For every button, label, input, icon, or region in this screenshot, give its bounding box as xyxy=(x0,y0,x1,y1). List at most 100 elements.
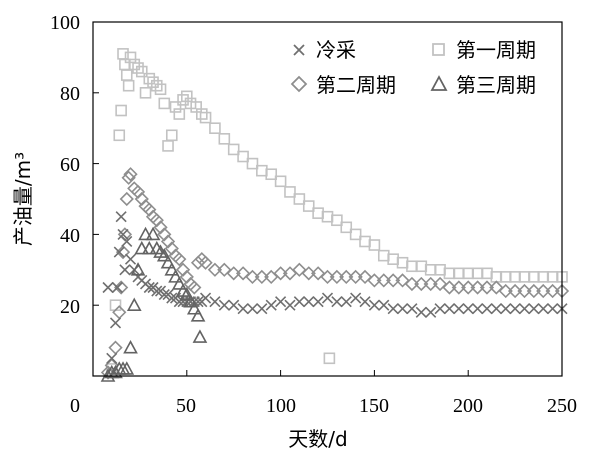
data-point-square xyxy=(147,76,159,88)
x-tick-label: 100 xyxy=(266,395,296,417)
data-point-square xyxy=(115,104,127,117)
data-point-square xyxy=(443,267,456,280)
data-point-square xyxy=(284,186,296,198)
data-point-diamond xyxy=(451,280,466,295)
data-point-diamond xyxy=(545,283,560,299)
x-tick-label: 250 xyxy=(547,395,577,417)
data-point-x-cross xyxy=(472,303,484,315)
data-point-square xyxy=(274,175,287,188)
data-point-square xyxy=(265,168,278,181)
data-point-x-cross xyxy=(275,296,287,308)
data-point-square xyxy=(169,101,182,113)
data-point-diamond xyxy=(329,269,345,285)
data-point-square xyxy=(199,111,212,124)
data-point-x-cross xyxy=(303,296,315,308)
data-point-x-cross xyxy=(246,303,259,315)
data-point-triangle xyxy=(192,329,208,343)
data-point-x-cross xyxy=(124,253,137,265)
data-point-x-cross xyxy=(143,281,155,294)
y-tick-label: 80 xyxy=(60,83,80,105)
data-point-square xyxy=(139,87,152,99)
data-point-square xyxy=(471,267,484,280)
data-point-triangle xyxy=(145,226,161,241)
data-point-square xyxy=(312,207,324,219)
legend-label-cycle1: 第一周期 xyxy=(456,38,536,62)
data-point-x-cross xyxy=(378,299,390,311)
data-point-x-cross xyxy=(284,299,296,311)
data-point-triangle xyxy=(130,262,146,276)
data-point-x-cross xyxy=(500,303,512,315)
data-point-square xyxy=(406,260,418,273)
data-point-square xyxy=(499,271,512,283)
data-point-square xyxy=(359,235,371,248)
data-point-square xyxy=(321,210,334,223)
data-point-square xyxy=(113,129,126,142)
data-point-diamond xyxy=(376,273,391,288)
data-point-x-cross xyxy=(166,292,178,304)
data-point-x-cross xyxy=(293,296,305,308)
data-point-x-cross xyxy=(434,303,446,315)
data-point-x-cross xyxy=(490,303,502,315)
data-point-x-cross xyxy=(119,264,131,276)
data-point-diamond xyxy=(198,255,213,270)
series-layer xyxy=(100,48,570,382)
data-point-triangle xyxy=(179,286,195,301)
data-point-square xyxy=(537,271,550,283)
data-point-square xyxy=(481,267,493,280)
data-point-diamond xyxy=(115,244,131,260)
data-point-x-cross xyxy=(151,285,163,297)
data-point-diamond xyxy=(292,262,307,277)
legend-marker-cycle3 xyxy=(430,75,448,91)
data-point-x-cross xyxy=(265,299,277,311)
data-point-diamond xyxy=(414,276,429,292)
data-point-triangle xyxy=(160,255,176,269)
data-point-x-cross xyxy=(106,352,118,364)
data-point-square xyxy=(293,193,306,205)
data-point-triangle xyxy=(126,297,142,312)
y-tick-label: 100 xyxy=(50,12,80,34)
data-point-diamond xyxy=(119,191,134,207)
data-point-diamond xyxy=(536,283,551,299)
data-point-diamond xyxy=(273,266,288,281)
data-point-diamond xyxy=(187,280,202,295)
data-point-diamond xyxy=(357,269,373,285)
data-point-diamond xyxy=(432,276,448,292)
data-point-diamond xyxy=(149,213,164,228)
data-point-x-cross xyxy=(387,303,399,315)
data-point-square xyxy=(109,299,122,312)
data-point-square xyxy=(128,58,141,71)
data-point-triangle xyxy=(141,240,157,255)
data-point-diamond xyxy=(190,255,206,270)
data-point-x-cross xyxy=(453,303,465,315)
data-point-square xyxy=(120,69,133,81)
data-point-diamond xyxy=(339,269,354,285)
data-point-diamond xyxy=(127,181,142,196)
data-point-x-cross xyxy=(117,228,129,240)
data-point-square xyxy=(122,79,135,92)
data-point-x-cross xyxy=(518,303,531,315)
data-point-diamond xyxy=(226,266,241,281)
data-point-diamond xyxy=(461,280,476,295)
data-point-diamond xyxy=(442,280,457,295)
y-axis-label: 产油量/m³ xyxy=(11,152,35,246)
legend-label-cycle2: 第二周期 xyxy=(316,73,396,97)
data-point-square xyxy=(246,157,259,170)
data-point-square xyxy=(158,97,171,110)
data-point-diamond xyxy=(121,170,136,185)
data-point-square xyxy=(528,271,540,283)
data-point-x-cross xyxy=(462,303,474,315)
data-point-square xyxy=(509,271,521,283)
data-point-diamond xyxy=(207,262,223,277)
data-point-diamond xyxy=(172,252,187,267)
data-point-diamond xyxy=(526,283,541,299)
data-point-diamond xyxy=(404,276,420,292)
data-point-x-cross xyxy=(528,303,540,315)
data-point-triangle xyxy=(119,361,135,375)
data-point-square xyxy=(546,271,559,283)
legend-label-cycle3: 第三周期 xyxy=(456,73,536,97)
data-point-square xyxy=(117,48,129,60)
data-point-x-cross xyxy=(425,306,437,318)
data-point-square xyxy=(349,228,362,241)
data-point-diamond xyxy=(423,276,438,292)
